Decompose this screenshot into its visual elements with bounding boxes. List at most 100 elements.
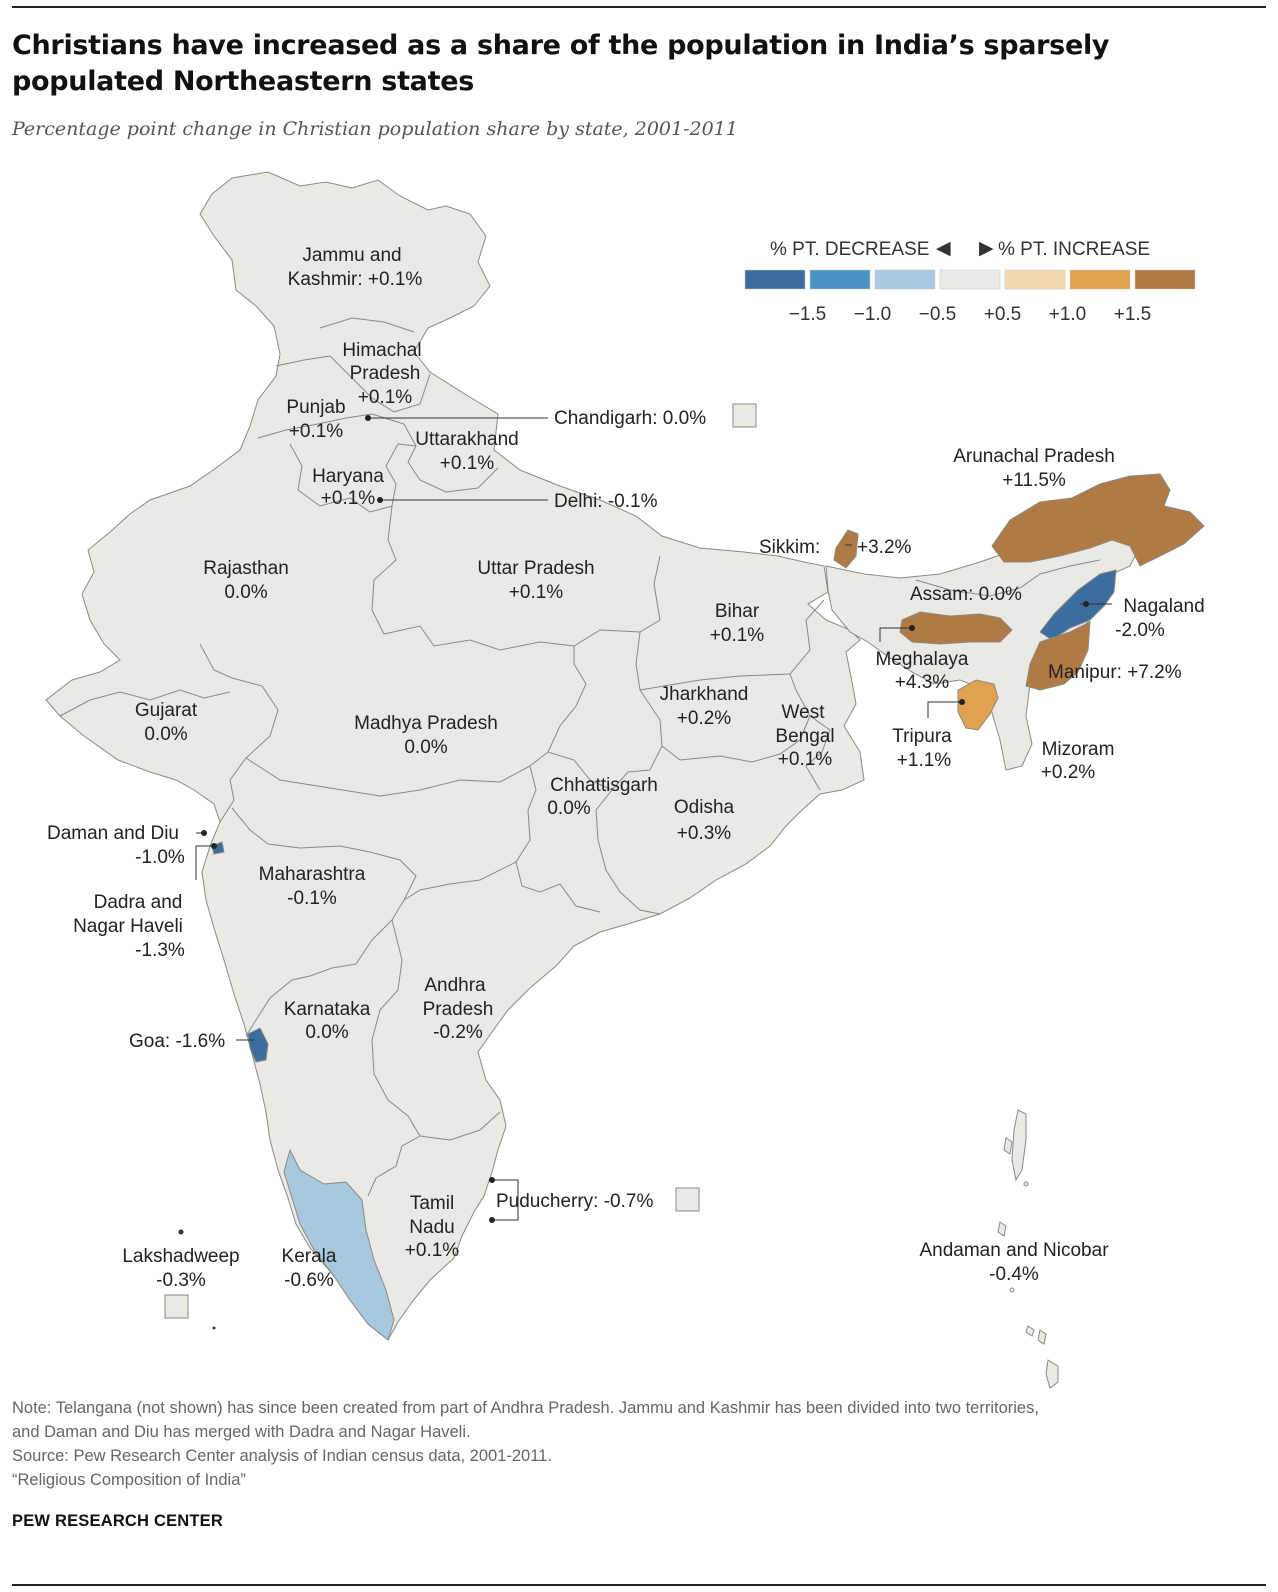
legend-swatch-3 — [939, 269, 1001, 290]
color-legend: % PT. DECREASE ◀ ▶ % PT. INCREASE −1.5 −1… — [744, 238, 1196, 325]
label-andaman-value: -0.4% — [989, 1264, 1039, 1285]
label-haryana: Haryana — [312, 466, 384, 487]
label-haryana-value: +0.1% — [321, 488, 376, 509]
label-west-bengal-1: West — [782, 702, 826, 723]
source-line: Source: Pew Research Center analysis of … — [12, 1447, 552, 1465]
note-line-2: and Daman and Diu has merged with Dadra … — [12, 1423, 471, 1441]
label-andaman: Andaman and Nicobar — [919, 1240, 1109, 1261]
label-odisha-value: +0.3% — [677, 823, 732, 844]
sikkim-shape — [833, 529, 859, 569]
label-andhra-1: Andhra — [424, 975, 486, 996]
legend-ticks: −1.5 −1.0 −0.5 +0.5 +1.0 +1.5 — [789, 304, 1152, 325]
label-meghalaya-value: +4.3% — [895, 672, 950, 693]
label-kerala: Kerala — [282, 1246, 337, 1267]
label-daman-diu: Daman and Diu — [47, 823, 179, 844]
andaman-nicobar-islands — [997, 1109, 1059, 1389]
footnotes: Note: Telangana (not shown) has since be… — [12, 1396, 1262, 1492]
label-himachal-1: Himachal — [342, 340, 421, 361]
legend-swatches — [744, 269, 1196, 290]
chandigarh-swatch — [732, 403, 757, 428]
label-west-bengal-value: +0.1% — [778, 749, 833, 770]
label-tamil-nadu-1: Tamil — [410, 1193, 454, 1214]
legend-swatch-6 — [1134, 269, 1196, 290]
northeast-base-shape — [825, 527, 1141, 771]
legend-tick-3: +0.5 — [984, 304, 1022, 325]
label-jammu-kashmir-2: Kashmir: +0.1% — [288, 269, 423, 290]
label-rajasthan: Rajasthan — [203, 558, 289, 579]
label-lakshadweep-value: -0.3% — [156, 1270, 206, 1291]
state-boundaries — [59, 317, 1101, 1197]
label-uttar-pradesh-value: +0.1% — [509, 582, 564, 603]
label-daman-diu-value: -1.0% — [135, 847, 185, 868]
credit: PEW RESEARCH CENTER — [12, 1512, 223, 1530]
label-dadra-1: Dadra and — [94, 892, 183, 913]
legend-left-arrow: ◀ — [936, 238, 951, 259]
label-mizoram-value: +0.2% — [1041, 762, 1096, 783]
state-labels: Jammu and Kashmir: +0.1% Himachal Prades… — [47, 245, 1205, 1291]
legend-swatch-5 — [1069, 269, 1131, 290]
label-karnataka-value: 0.0% — [305, 1022, 348, 1043]
label-andhra-value: -0.2% — [433, 1022, 483, 1043]
label-bihar-value: +0.1% — [710, 625, 765, 646]
label-tripura-value: +1.1% — [897, 750, 952, 771]
label-karnataka: Karnataka — [284, 999, 371, 1020]
label-maharashtra-value: -0.1% — [287, 888, 337, 909]
legend-right-arrow: ▶ — [979, 238, 994, 259]
legend-swatch-0 — [744, 269, 806, 290]
bottom-rule — [12, 1584, 1266, 1586]
label-puducherry: Puducherry: -0.7% — [496, 1191, 653, 1212]
kerala-shape — [283, 1148, 395, 1341]
legend-tick-2: −0.5 — [919, 304, 957, 325]
label-punjab: Punjab — [286, 397, 345, 418]
label-manipur: Manipur: +7.2% — [1048, 662, 1182, 683]
legend-decrease-label: % PT. DECREASE — [770, 239, 929, 260]
label-assam: Assam: 0.0% — [910, 584, 1022, 605]
label-kerala-value: -0.6% — [284, 1270, 334, 1291]
mainland-india-shape — [45, 171, 865, 1341]
label-arunachal-value: +11.5% — [1002, 470, 1066, 491]
label-dadra-value: -1.3% — [135, 940, 185, 961]
top-rule — [12, 6, 1266, 8]
label-goa: Goa: -1.6% — [129, 1031, 225, 1052]
label-uttar-pradesh: Uttar Pradesh — [477, 558, 594, 579]
label-chhattisgarh-value: 0.0% — [547, 798, 590, 819]
legend-tick-1: −1.0 — [854, 304, 892, 325]
goa-shape — [247, 1027, 269, 1063]
label-lakshadweep: Lakshadweep — [122, 1246, 239, 1267]
label-punjab-value: +0.1% — [289, 421, 344, 442]
label-rajasthan-value: 0.0% — [224, 582, 267, 603]
lakshadweep-dot-2 — [212, 1326, 216, 1330]
india-map: % PT. DECREASE ◀ ▶ % PT. INCREASE −1.5 −1… — [45, 171, 1205, 1389]
label-jharkhand-value: +0.2% — [677, 708, 732, 729]
report-line: “Religious Composition of India” — [12, 1471, 246, 1489]
puducherry-swatch — [675, 1187, 700, 1212]
tripura-shape — [957, 679, 999, 731]
label-nagaland: Nagaland — [1123, 596, 1204, 617]
label-gujarat-value: 0.0% — [144, 724, 187, 745]
label-tamil-nadu-2: Nadu — [409, 1217, 454, 1238]
label-sikkim-value: +3.2% — [857, 537, 912, 558]
legend-tick-0: −1.5 — [789, 304, 827, 325]
label-meghalaya: Meghalaya — [876, 649, 969, 670]
legend-swatch-4 — [1004, 269, 1066, 290]
legend-tick-5: +1.5 — [1114, 304, 1152, 325]
label-nagaland-value: -2.0% — [1115, 620, 1165, 641]
label-maharashtra: Maharashtra — [259, 864, 366, 885]
label-andhra-2: Pradesh — [423, 999, 494, 1020]
nagaland-shape — [1039, 569, 1117, 641]
label-jharkhand: Jharkhand — [660, 684, 749, 705]
label-chandigarh: Chandigarh: 0.0% — [554, 408, 706, 429]
chart-title: Christians have increased as a share of … — [12, 30, 1110, 97]
note-line-1: Note: Telangana (not shown) has since be… — [12, 1399, 1039, 1417]
manipur-shape — [1025, 621, 1091, 691]
legend-swatch-1 — [809, 269, 871, 290]
label-mizoram: Mizoram — [1042, 739, 1115, 760]
legend-increase-label: % PT. INCREASE — [998, 239, 1150, 260]
leader-lines — [195, 415, 1112, 1223]
label-arunachal: Arunachal Pradesh — [953, 446, 1115, 467]
label-tamil-nadu-value: +0.1% — [405, 1240, 460, 1261]
lakshadweep-swatch — [164, 1294, 189, 1319]
label-dadra-2: Nagar Haveli — [73, 916, 183, 937]
legend-swatch-2 — [874, 269, 936, 290]
chart-subtitle: Percentage point change in Christian pop… — [12, 118, 738, 140]
